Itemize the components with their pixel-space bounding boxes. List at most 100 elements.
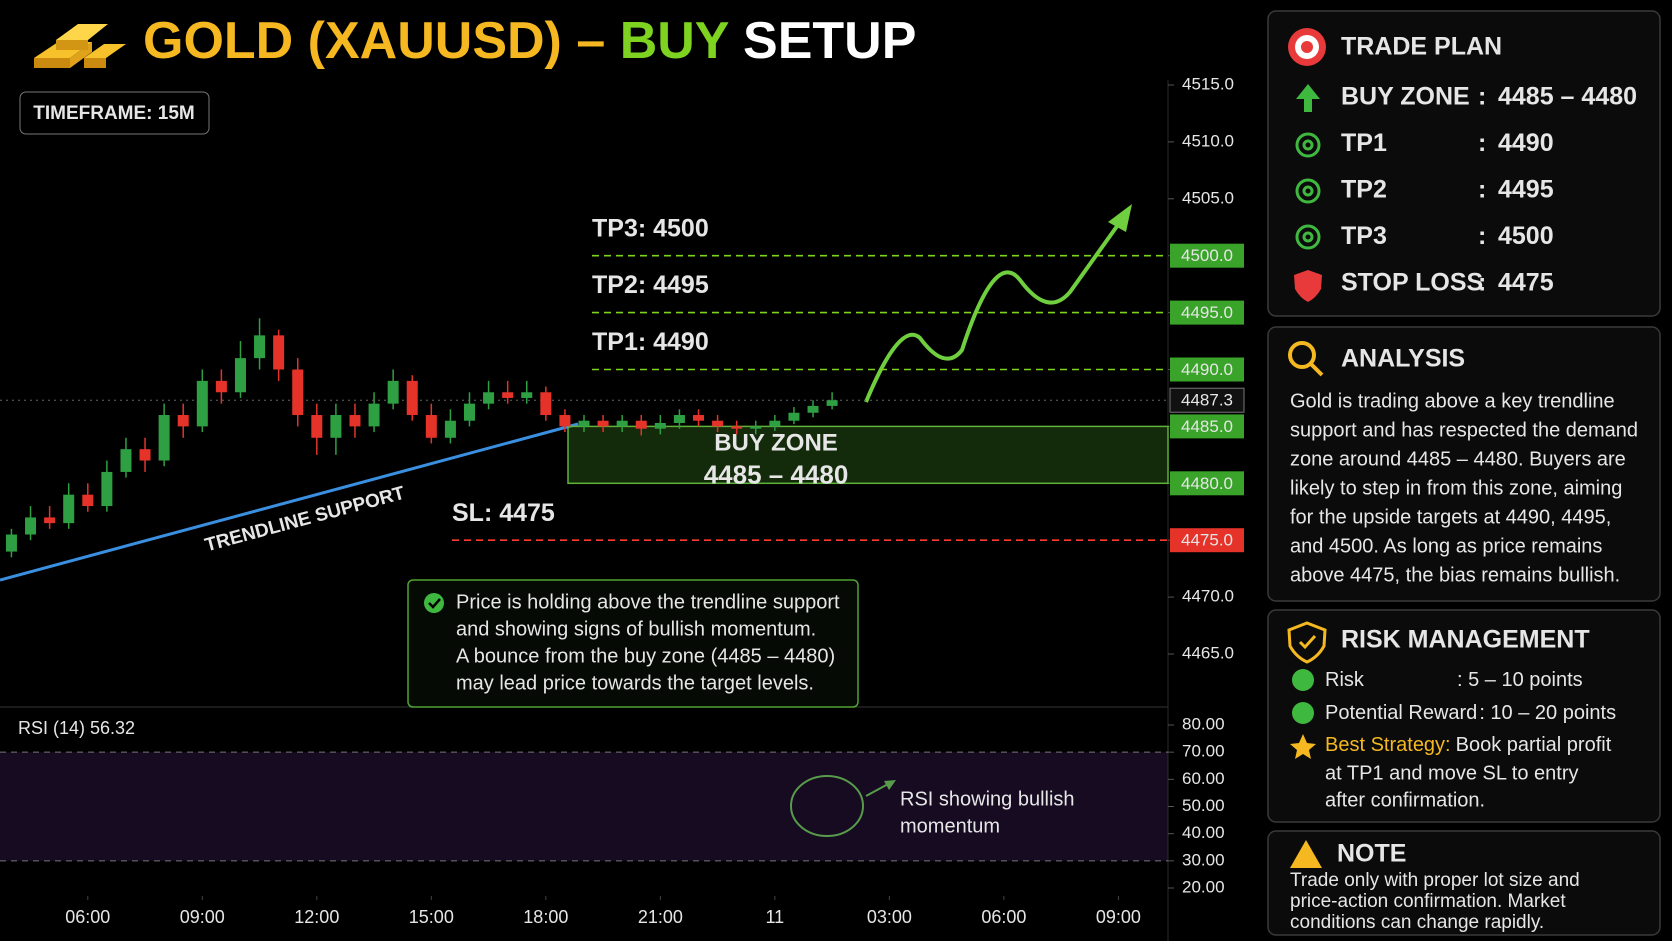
rsi-annotation: RSI showing bullish xyxy=(900,788,1075,810)
price-tag xyxy=(1170,528,1244,553)
risk-item-value: : 5 – 10 points xyxy=(1457,669,1583,691)
price-tag xyxy=(1170,357,1244,382)
candle-body xyxy=(731,426,743,429)
candle-body xyxy=(673,415,685,423)
candle-body xyxy=(63,494,75,524)
plan-value: 4485 – 4480 xyxy=(1498,83,1637,111)
y-tick-label: 70.00 xyxy=(1182,742,1225,761)
risk-shield-icon xyxy=(1287,621,1327,664)
warning-icon xyxy=(1290,840,1322,868)
note-box-line: A bounce from the buy zone (4485 – 4480) xyxy=(456,645,835,667)
candle-body xyxy=(196,380,208,427)
candle-body xyxy=(540,392,552,416)
timeframe: TIMEFRAME: 15M xyxy=(33,103,195,124)
candle-body xyxy=(349,415,361,427)
level-label: TP1: 4490 xyxy=(592,328,709,356)
tp-icons xyxy=(1295,132,1321,250)
candle-body xyxy=(139,449,151,461)
y-tick-label: 4515.0 xyxy=(1182,74,1234,93)
candle-body xyxy=(44,517,56,524)
x-tick-label: 03:00 xyxy=(867,907,912,927)
note-line: Trade only with proper lot size and xyxy=(1290,870,1580,891)
analysis-title: ANALYSIS xyxy=(1341,345,1465,373)
candle-body xyxy=(712,420,724,427)
risk-item-value: : 10 – 20 points xyxy=(1479,702,1616,724)
y-tick-label: 4470.0 xyxy=(1182,587,1234,606)
plan-colon: : xyxy=(1478,269,1486,297)
plan-value: 4495 xyxy=(1498,176,1554,204)
x-tick-label: 11 xyxy=(766,907,785,927)
candle-body xyxy=(234,358,246,393)
candle-body xyxy=(559,415,571,427)
buy-zone-range: 4485 – 4480 xyxy=(704,459,849,489)
candle-body xyxy=(654,422,666,429)
buy-zone xyxy=(567,425,1169,485)
plan-label: TP1 xyxy=(1341,129,1387,157)
trendline xyxy=(0,422,579,582)
candle-body xyxy=(82,494,94,507)
rsi-circle xyxy=(790,775,864,837)
candle-body xyxy=(273,335,285,370)
note-line: conditions can change rapidly. xyxy=(1290,912,1544,933)
level-label: SL: 4475 xyxy=(452,499,555,527)
candle-body xyxy=(215,380,227,393)
x-tick-label: 06:00 xyxy=(65,907,110,927)
price-tag xyxy=(1169,387,1245,413)
price-tag xyxy=(1170,414,1244,439)
trade-plan-title: TRADE PLAN xyxy=(1341,33,1502,61)
candle-body xyxy=(597,420,609,427)
x-tick-label: 21:00 xyxy=(638,907,683,927)
y-tick-label: 30.00 xyxy=(1182,850,1225,869)
check-mark xyxy=(428,598,441,609)
price-tag xyxy=(1170,471,1244,496)
rsi-annotation: momentum xyxy=(900,815,1000,837)
y-tick-label: 40.00 xyxy=(1182,823,1225,842)
candle-body xyxy=(330,415,342,438)
candle-body xyxy=(521,392,533,398)
candle-body xyxy=(826,400,838,406)
candle-body xyxy=(769,420,781,427)
buy-zone-label: BUY ZONE xyxy=(714,430,838,457)
y-tick-label: 4510.0 xyxy=(1182,131,1234,150)
strategy-line: Best Strategy: Book partial profit xyxy=(1325,734,1612,756)
level-label: TP2: 4495 xyxy=(592,271,709,299)
candle-body xyxy=(292,369,304,416)
note-box xyxy=(407,579,859,708)
plan-label: BUY ZONE xyxy=(1341,83,1470,111)
plan-value: 4475 xyxy=(1498,269,1554,297)
candle-body xyxy=(502,392,514,398)
page-title: GOLD (XAUUSD) – BUY SETUP xyxy=(143,12,916,70)
plan-colon: : xyxy=(1478,176,1486,204)
analysis-line: Gold is trading above a key trendline xyxy=(1290,390,1615,412)
candle-body xyxy=(101,471,113,507)
price-tag-label: 4487.3 xyxy=(1181,391,1233,410)
level-label: TP3: 4500 xyxy=(592,214,709,242)
price-tag-label: 4475.0 xyxy=(1181,531,1233,550)
price-tag-label: 4485.0 xyxy=(1181,417,1233,436)
candle-body xyxy=(25,517,37,535)
x-tick-label: 18:00 xyxy=(523,907,568,927)
strategy-label: Best Strategy: xyxy=(1325,734,1451,756)
note-panel xyxy=(1267,830,1661,936)
projection-path xyxy=(864,220,1122,403)
x-tick-label: 06:00 xyxy=(981,907,1026,927)
x-tick-label: 09:00 xyxy=(1096,907,1141,927)
y-tick-label: 20.00 xyxy=(1182,877,1225,896)
y-tick-label: 4465.0 xyxy=(1182,643,1234,662)
candle-body xyxy=(616,420,628,427)
projection-arrowhead xyxy=(1108,204,1132,232)
analysis-line: support and has respected the demand xyxy=(1290,419,1638,441)
y-tick-label: 60.00 xyxy=(1182,769,1225,788)
x-tick-label: 15:00 xyxy=(409,907,454,927)
candle-body xyxy=(807,405,819,413)
candle-body xyxy=(177,415,189,427)
candle-body xyxy=(158,415,170,461)
plan-label: TP3 xyxy=(1341,222,1387,250)
risk-item-label: Risk xyxy=(1325,669,1365,691)
x-tick-label: 09:00 xyxy=(180,907,225,927)
price-tag-label: 4495.0 xyxy=(1181,303,1233,322)
star-icon xyxy=(1290,734,1316,759)
plan-colon: : xyxy=(1478,83,1486,111)
plan-value: 4500 xyxy=(1498,222,1554,250)
